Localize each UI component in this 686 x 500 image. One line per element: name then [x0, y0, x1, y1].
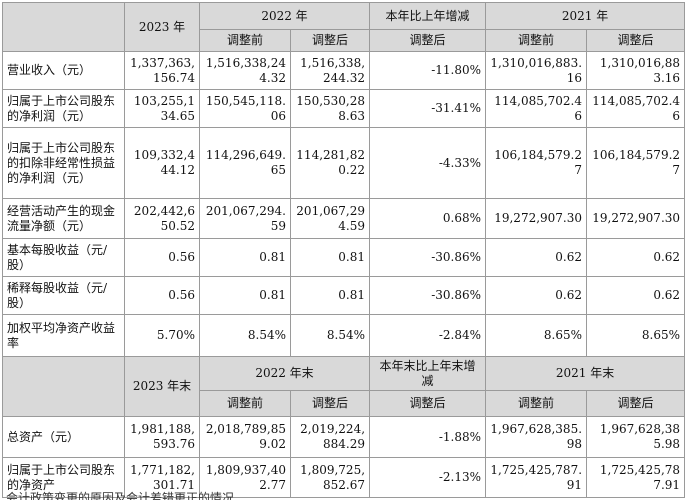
header-yoy-end: 本年末比上年末增减 — [369, 356, 487, 391]
cell-2021-after: 1,310,016,883.16 — [586, 51, 686, 90]
cell-2022-before: 150,545,118.06 — [199, 89, 291, 128]
table-row: 经营活动产生的现金流量净额（元） 202,442,650.52 201,067,… — [2, 198, 686, 239]
cell-2022-before: 2,018,789,859.02 — [199, 416, 291, 458]
cell-2022-after: 114,281,820.22 — [289, 127, 371, 199]
cell-yoy: -30.86% — [369, 238, 487, 277]
cell-2022-before: 114,296,649.65 — [199, 127, 291, 199]
header-row-years: 2023 年 2022 年 本年比上年增减 2021 年 — [2, 2, 686, 52]
row-label: 营业收入（元） — [2, 51, 125, 90]
header-2021-after: 调整后 — [586, 390, 686, 417]
cell-yoy: -11.80% — [369, 51, 487, 90]
cell-2021-before: 8.65% — [485, 314, 588, 357]
header-2023-end: 2023 年末 — [124, 356, 200, 417]
cell-2021-before: 1,967,628,385.98 — [485, 416, 588, 458]
cell-2023: 1,771,182,301.71 — [124, 457, 200, 498]
cell-2022-before: 201,067,294.59 — [199, 198, 291, 239]
cell-2021-before: 1,725,425,787.91 — [485, 457, 588, 498]
header-2021: 2021 年 — [485, 2, 686, 30]
cell-2021-after: 114,085,702.46 — [586, 89, 686, 128]
cell-2022-after: 0.81 — [289, 238, 371, 277]
row-label: 归属于上市公司股东的扣除非经常性损益的净利润（元） — [2, 127, 125, 199]
cell-2021-after: 0.62 — [586, 276, 686, 315]
row-label: 经营活动产生的现金流量净额（元） — [2, 198, 125, 239]
cell-2023: 202,442,650.52 — [124, 198, 200, 239]
cell-2021-after: 8.65% — [586, 314, 686, 357]
corner-cell — [2, 356, 125, 417]
cell-2023: 103,255,134.65 — [124, 89, 200, 128]
cell-2021-before: 0.62 — [485, 238, 588, 277]
cell-2022-before: 0.81 — [199, 276, 291, 315]
cell-2022-after: 1,516,338,244.32 — [289, 51, 371, 90]
table-row: 加权平均净资产收益率 5.70% 8.54% 8.54% -2.84% 8.65… — [2, 314, 686, 357]
header-yoy: 本年比上年增减 — [369, 2, 487, 30]
footer-partial-line: 会计政策变更的原因及会计差错更正的情况 — [2, 469, 684, 500]
table-row: 归属于上市公司股东的净资产 1,771,182,301.71 1,809,937… — [2, 457, 686, 498]
header-row-sub: 调整前 调整后 调整后 调整前 调整后 — [3, 29, 686, 52]
header-2022: 2022 年 — [198, 2, 371, 30]
corner-cell — [2, 2, 125, 52]
row-label: 归属于上市公司股东的净资产 — [2, 457, 125, 498]
header-yoy-after: 调整后 — [369, 390, 487, 417]
cell-yoy: -4.33% — [369, 127, 487, 199]
cell-2021-before: 0.62 — [485, 276, 588, 315]
cell-2022-after: 0.81 — [289, 276, 371, 315]
cell-2021-after: 0.62 — [586, 238, 686, 277]
cell-2021-after: 106,184,579.27 — [586, 127, 686, 199]
cell-2022-after: 8.54% — [289, 314, 371, 357]
cell-2021-after: 19,272,907.30 — [586, 198, 686, 239]
header-2022-before: 调整前 — [199, 390, 291, 417]
cell-2023: 1,337,363,156.74 — [124, 51, 200, 90]
row-label: 稀释每股收益（元/股） — [2, 276, 125, 315]
header-2021-end: 2021 年末 — [485, 356, 686, 391]
table-row: 归属于上市公司股东的净利润（元） 103,255,134.65 150,545,… — [2, 89, 686, 128]
cell-2023: 5.70% — [124, 314, 200, 357]
header-2022-end: 2022 年末 — [198, 356, 371, 391]
cell-2021-before: 19,272,907.30 — [485, 198, 588, 239]
cell-2022-after: 150,530,288.63 — [289, 89, 371, 128]
cell-2021-before: 114,085,702.46 — [485, 89, 588, 128]
header-2021-before: 调整前 — [485, 390, 588, 417]
cell-yoy: -1.88% — [369, 416, 487, 458]
header-2022-after: 调整后 — [289, 29, 371, 52]
header-2023: 2023 年 — [124, 2, 200, 52]
table-row: 营业收入（元） 1,337,363,156.74 1,516,338,244.3… — [2, 51, 686, 90]
cell-2023: 0.56 — [124, 238, 200, 277]
header-row-sub-end: 调整前 调整后 调整后 调整前 调整后 — [3, 390, 686, 417]
cell-2021-after: 1,725,425,787.91 — [586, 457, 686, 498]
cell-2023: 1,981,188,593.76 — [124, 416, 200, 458]
row-label: 归属于上市公司股东的净利润（元） — [2, 89, 125, 128]
footer-partial-text: 会计政策变更的原因及会计差错更正的情况 — [6, 491, 235, 500]
cell-yoy: -30.86% — [369, 276, 487, 315]
cell-2022-before: 8.54% — [199, 314, 291, 357]
header-2022-after: 调整后 — [289, 390, 371, 417]
row-label: 加权平均净资产收益率 — [2, 314, 125, 357]
cell-2023: 109,332,444.12 — [124, 127, 200, 199]
table-row: 稀释每股收益（元/股） 0.56 0.81 0.81 -30.86% 0.62 … — [2, 276, 686, 315]
cell-2022-before: 1,516,338,244.32 — [199, 51, 291, 90]
header-row-years-end: 2023 年末 2022 年末 本年末比上年末增减 2021 年末 — [2, 356, 686, 417]
cell-2022-before: 1,809,937,402.77 — [199, 457, 291, 498]
table-row: 总资产（元） 1,981,188,593.76 2,018,789,859.02… — [2, 416, 686, 458]
cell-2022-before: 0.81 — [199, 238, 291, 277]
cell-2023: 0.56 — [124, 276, 200, 315]
header-2021-after: 调整后 — [586, 29, 686, 52]
cell-yoy: -2.13% — [369, 457, 487, 498]
cell-2021-before: 1,310,016,883.16 — [485, 51, 588, 90]
cell-2021-before: 106,184,579.27 — [485, 127, 588, 199]
table-row: 基本每股收益（元/股） 0.56 0.81 0.81 -30.86% 0.62 … — [2, 238, 686, 277]
cell-2022-after: 2,019,224,884.29 — [289, 416, 371, 458]
cell-yoy: -2.84% — [369, 314, 487, 357]
cell-2022-after: 1,809,725,852.67 — [289, 457, 371, 498]
header-2021-before: 调整前 — [485, 29, 588, 52]
table-row: 归属于上市公司股东的扣除非经常性损益的净利润（元） 109,332,444.12… — [2, 127, 686, 199]
cell-yoy: 0.68% — [369, 198, 487, 239]
row-label: 总资产（元） — [2, 416, 125, 458]
row-label: 基本每股收益（元/股） — [2, 238, 125, 277]
header-yoy-after: 调整后 — [369, 29, 487, 52]
cell-2022-after: 201,067,294.59 — [289, 198, 371, 239]
cell-yoy: -31.41% — [369, 89, 487, 128]
cell-2021-after: 1,967,628,385.98 — [586, 416, 686, 458]
header-2022-before: 调整前 — [199, 29, 291, 52]
